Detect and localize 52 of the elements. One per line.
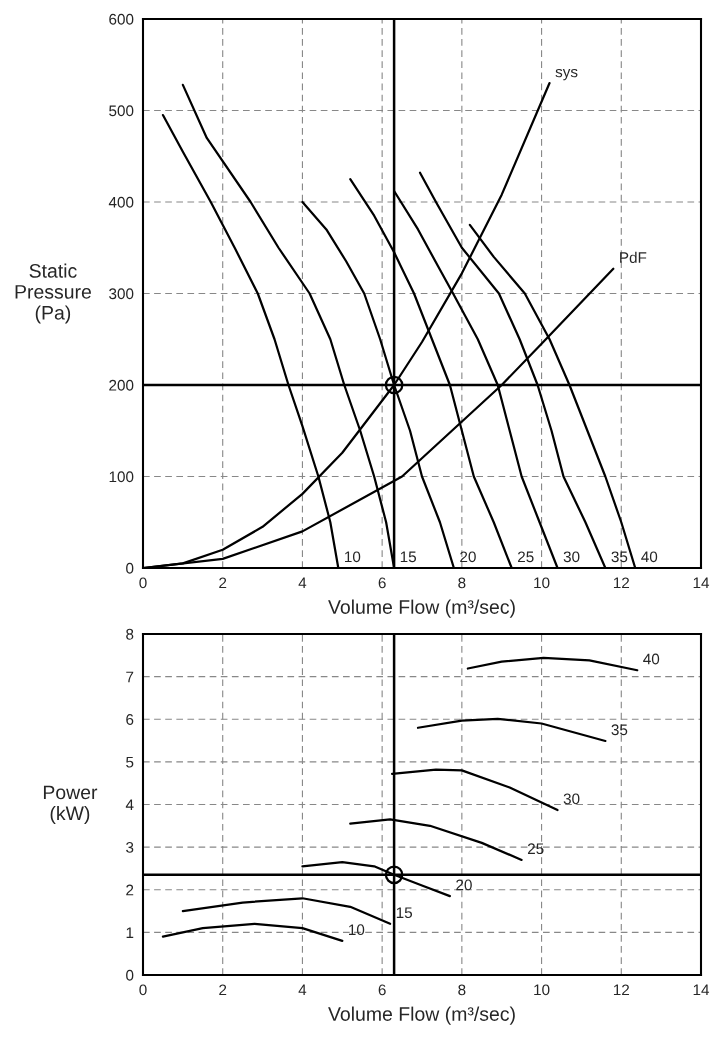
series-label: 35 xyxy=(611,724,628,736)
x-tick-label: 2 xyxy=(219,984,227,996)
x-tick-label: 4 xyxy=(298,577,307,589)
x-tick-label: 10 xyxy=(534,577,550,589)
series-label: 20 xyxy=(460,551,476,563)
y-axis-title: Power (kW) xyxy=(43,785,98,825)
y-tick-label: 8 xyxy=(126,628,134,640)
y-tick-label: 200 xyxy=(109,379,134,391)
x-tick-label: 10 xyxy=(534,984,550,996)
y-tick-label: 1 xyxy=(126,927,134,938)
y-tick-label: 100 xyxy=(109,471,134,483)
series-label: 40 xyxy=(641,551,658,563)
y-tick-label: 2 xyxy=(126,884,134,896)
x-tick-label: 14 xyxy=(693,984,710,996)
x-tick-label: 12 xyxy=(613,577,630,589)
y-axis-title: Static Pressure (Pa) xyxy=(15,263,91,324)
series-label: 25 xyxy=(527,843,544,855)
x-tick-label: 6 xyxy=(378,984,386,996)
y-tick-label: 400 xyxy=(108,196,134,208)
y-tick-label: 600 xyxy=(109,13,134,25)
y-tick-label: 4 xyxy=(125,799,134,811)
x-tick-label: 8 xyxy=(458,984,466,996)
x-tick-label: 2 xyxy=(219,577,227,589)
x-axis-title: Volume Flow (m³/sec) xyxy=(328,1006,515,1025)
series-label: 15 xyxy=(400,551,417,563)
series-label: 35 xyxy=(611,551,628,563)
x-axis-title: Volume Flow (m³/sec) xyxy=(328,599,515,618)
y-tick-label: 300 xyxy=(109,288,134,300)
series-label: 25 xyxy=(518,551,534,563)
x-tick-label: 4 xyxy=(298,984,307,996)
y-tick-label: 7 xyxy=(126,671,134,683)
x-tick-label: 12 xyxy=(613,984,630,996)
series-label: 10 xyxy=(349,924,365,936)
x-tick-label: 6 xyxy=(378,577,386,589)
x-tick-label: 0 xyxy=(139,577,147,589)
series-label: PdF xyxy=(620,251,647,263)
series-label: 15 xyxy=(396,907,413,919)
y-tick-label: 3 xyxy=(126,841,134,853)
y-tick-label: 0 xyxy=(126,562,134,574)
series-label: 20 xyxy=(456,879,472,891)
x-tick-label: 14 xyxy=(693,577,710,589)
series-label: 10 xyxy=(345,551,361,563)
y-tick-label: 5 xyxy=(126,756,134,768)
y-tick-label: 500 xyxy=(109,105,134,117)
series-label: sys xyxy=(555,68,578,81)
y-tick-label: 0 xyxy=(126,969,134,981)
y-tick-label: 6 xyxy=(126,714,134,725)
series-label: 30 xyxy=(563,551,580,563)
x-tick-label: 8 xyxy=(458,577,466,589)
series-label: 30 xyxy=(563,793,580,805)
x-tick-label: 0 xyxy=(139,984,147,996)
series-label: 40 xyxy=(643,653,660,665)
